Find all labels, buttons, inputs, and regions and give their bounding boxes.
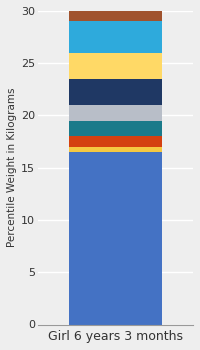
Bar [69,105,162,121]
Bar [69,11,162,21]
Bar [69,121,162,136]
Bar [69,21,162,53]
Bar [69,152,162,324]
Bar [69,79,162,105]
Bar [69,53,162,79]
Bar [69,147,162,152]
Bar [69,136,162,147]
Y-axis label: Percentile Weight in Kilograms: Percentile Weight in Kilograms [7,88,17,247]
